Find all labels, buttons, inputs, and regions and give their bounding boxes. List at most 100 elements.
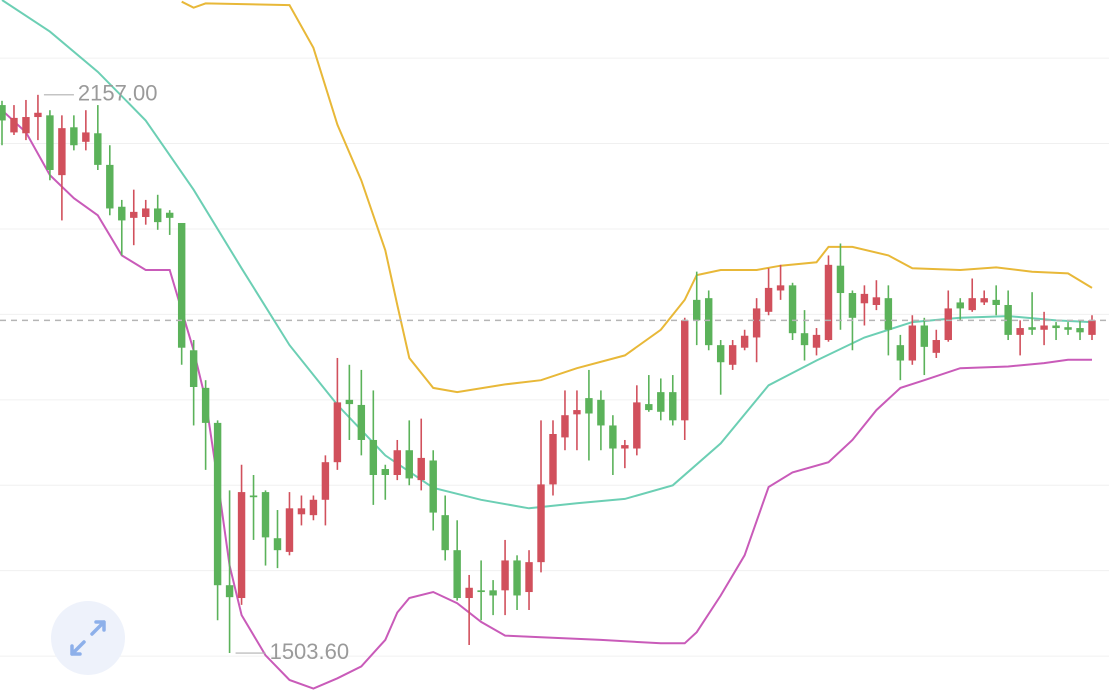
candle-body bbox=[908, 325, 917, 361]
candle-body bbox=[142, 208, 150, 217]
candle-body bbox=[597, 399, 605, 426]
grid bbox=[0, 57, 1109, 657]
annotation-label: 1503.60 bbox=[270, 639, 350, 664]
candle-body bbox=[465, 587, 473, 599]
candles bbox=[0, 94, 1109, 654]
candle-body bbox=[441, 515, 449, 551]
candle-body bbox=[1052, 325, 1060, 329]
candle-body bbox=[453, 550, 461, 599]
candle-body bbox=[896, 345, 905, 361]
candle-body bbox=[537, 484, 545, 563]
annotations: 2157.00 1503.60 bbox=[43, 81, 350, 664]
candle-body bbox=[573, 410, 581, 415]
candle-body bbox=[393, 450, 401, 476]
candle-body bbox=[58, 128, 66, 176]
candle-body bbox=[489, 590, 497, 596]
expand-button-bg[interactable] bbox=[51, 601, 125, 675]
candle-body bbox=[130, 211, 138, 218]
candle-body bbox=[848, 293, 857, 318]
candle-body bbox=[860, 293, 869, 304]
candle-body bbox=[118, 206, 126, 221]
candle-body bbox=[477, 590, 485, 593]
candle-body bbox=[1088, 320, 1096, 335]
band-line bbox=[1, 0, 1093, 510]
candle-body bbox=[716, 345, 725, 363]
candle-body bbox=[1040, 325, 1048, 330]
candle-body bbox=[657, 392, 665, 412]
candle-body bbox=[201, 387, 210, 423]
candle-body bbox=[189, 350, 198, 388]
candle-body bbox=[154, 208, 162, 223]
candle-body bbox=[321, 462, 330, 500]
candle-body bbox=[740, 335, 749, 348]
candle-body bbox=[561, 415, 569, 438]
candle-body bbox=[728, 345, 737, 365]
candle-body bbox=[273, 538, 282, 551]
candle-body bbox=[405, 450, 413, 479]
candle-body bbox=[369, 439, 378, 476]
candle-body bbox=[992, 299, 1000, 305]
candle-body bbox=[0, 105, 6, 121]
candle-body bbox=[776, 285, 785, 291]
candle-body bbox=[764, 287, 773, 312]
band-line bbox=[181, 0, 1093, 394]
candle-body bbox=[1028, 327, 1036, 330]
candle-body bbox=[70, 127, 78, 146]
annotation-label: 2157.00 bbox=[78, 81, 158, 106]
candle-body bbox=[1064, 327, 1072, 330]
expand-button[interactable] bbox=[51, 601, 125, 675]
candle-body bbox=[633, 402, 641, 449]
candle-body bbox=[213, 422, 222, 586]
candle-body bbox=[297, 508, 306, 515]
band-line bbox=[1, 109, 1092, 690]
candle-body bbox=[165, 212, 174, 218]
expand-icon[interactable] bbox=[70, 620, 106, 656]
candle-body bbox=[82, 132, 90, 142]
candle-body bbox=[1016, 328, 1024, 335]
candle-body bbox=[429, 460, 437, 513]
candle-body bbox=[261, 492, 270, 538]
candle-body bbox=[525, 562, 533, 593]
candle-body bbox=[669, 392, 677, 421]
candle-body bbox=[884, 298, 893, 330]
candle-body bbox=[1076, 328, 1084, 333]
candle-body bbox=[681, 320, 689, 421]
candle-body bbox=[1004, 304, 1012, 335]
candle-body bbox=[836, 265, 845, 294]
candle-body bbox=[704, 298, 713, 346]
candle-body bbox=[812, 334, 821, 348]
candle-body bbox=[513, 560, 521, 596]
candle-body bbox=[345, 399, 354, 405]
candle-body bbox=[106, 164, 114, 209]
candle-body bbox=[968, 298, 976, 311]
candle-body bbox=[309, 499, 318, 516]
candle-body bbox=[177, 222, 186, 348]
candle-body bbox=[225, 585, 234, 598]
candle-body bbox=[932, 340, 940, 353]
candle-body bbox=[800, 333, 809, 346]
candle-body bbox=[46, 115, 54, 171]
candle-body bbox=[609, 425, 617, 449]
candle-body bbox=[956, 302, 964, 309]
candle-body bbox=[645, 404, 653, 411]
candle-body bbox=[824, 264, 833, 341]
candle-body bbox=[920, 325, 929, 347]
candle-body bbox=[621, 445, 629, 449]
candle-body bbox=[237, 492, 246, 599]
candle-body bbox=[752, 308, 761, 338]
candle-body bbox=[872, 297, 881, 305]
candle-body bbox=[357, 404, 366, 440]
candle-body bbox=[980, 298, 988, 303]
candle-body bbox=[944, 308, 952, 341]
candle-body bbox=[94, 133, 102, 165]
candle-body bbox=[417, 457, 425, 481]
candle-body bbox=[381, 469, 390, 476]
candle-body bbox=[333, 402, 342, 463]
candle-body bbox=[285, 508, 294, 552]
candle-body bbox=[34, 112, 42, 118]
candle-body bbox=[10, 117, 18, 133]
candle-body bbox=[249, 495, 258, 498]
candle-body bbox=[22, 117, 30, 134]
